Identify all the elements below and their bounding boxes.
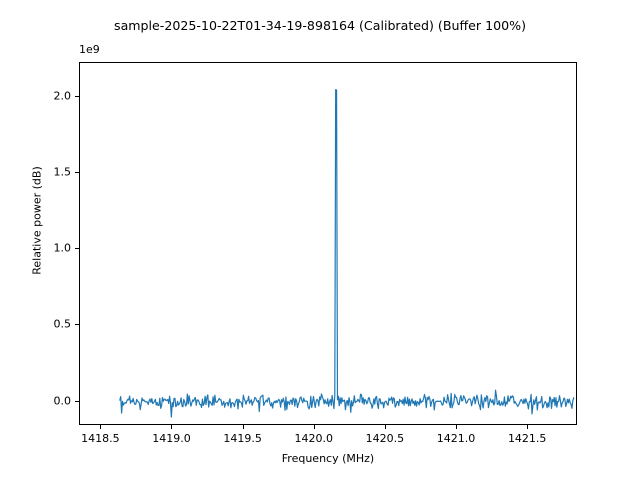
x-tick-label: 1420.5 <box>365 432 405 445</box>
x-tick-mark <box>100 425 102 429</box>
y-tick-mark <box>75 248 79 250</box>
y-axis-label: Relative power (dB) <box>30 166 44 275</box>
x-tick-mark <box>313 425 315 429</box>
x-tick-label: 1419.5 <box>223 432 262 445</box>
x-axis-label: Frequency (MHz) <box>281 452 375 465</box>
y-tick-label: 1.0 <box>53 241 72 255</box>
x-tick-mark <box>384 425 386 429</box>
chart-title: sample-2025-10-22T01-34-19-898164 (Calib… <box>114 18 526 33</box>
y-tick-mark <box>75 324 79 326</box>
y-tick-mark <box>75 171 79 173</box>
plot-axes <box>79 62 577 425</box>
spectrum-trace <box>119 89 575 418</box>
x-tick-mark <box>171 425 173 429</box>
x-tick-label: 1421.0 <box>436 432 476 445</box>
x-tick-mark <box>456 425 458 429</box>
x-tick-label: 1419.0 <box>152 432 191 445</box>
x-tick-mark <box>242 425 244 429</box>
x-tick-label: 1421.5 <box>507 432 547 445</box>
y-tick-mark <box>75 400 79 402</box>
x-tick-label: 1420.0 <box>294 432 334 445</box>
x-tick-label: 1418.5 <box>81 432 120 445</box>
y-axis-offset-text: 1e9 <box>79 43 100 56</box>
x-tick-mark <box>527 425 529 429</box>
y-tick-label: 0.5 <box>53 317 72 331</box>
y-tick-mark <box>75 95 79 97</box>
y-tick-label: 2.0 <box>53 89 72 103</box>
y-tick-label: 0.0 <box>53 394 72 408</box>
y-tick-label: 1.5 <box>53 165 72 179</box>
spectrum-plot-svg <box>119 89 575 418</box>
